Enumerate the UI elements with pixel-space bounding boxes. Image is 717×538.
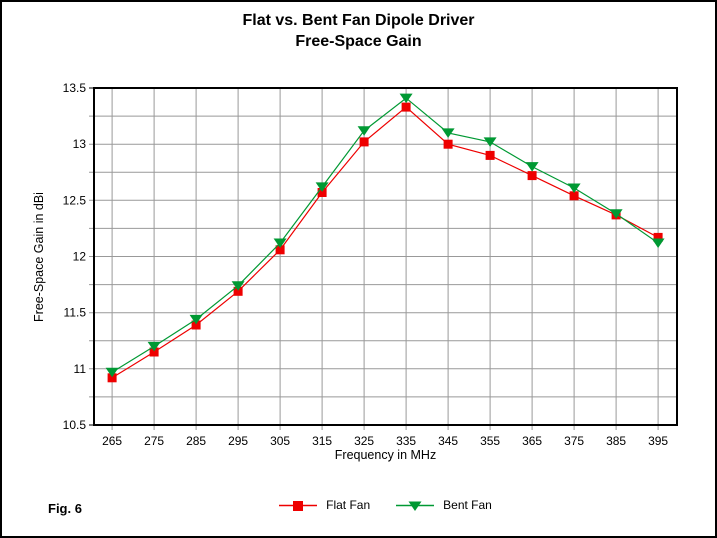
data-point-marker xyxy=(315,182,329,192)
x-tick-label: 315 xyxy=(312,434,332,448)
data-point-marker xyxy=(401,102,411,112)
x-tick-labels: 265 275 285 295 305 315 325 335 345 355 365 375 385 3… xyxy=(102,434,668,448)
legend-item-flat-fan: Flat Fan xyxy=(279,498,370,512)
legend: Flat Fan Bent Fan xyxy=(94,497,677,513)
data-point-marker xyxy=(191,320,201,330)
y-gridlines xyxy=(89,115,677,398)
flat-fan-marker-icon xyxy=(279,500,318,511)
x-tick-label: 345 xyxy=(438,434,458,448)
data-point-marker xyxy=(105,367,119,378)
data-point-marker xyxy=(359,137,369,147)
series-flat-fan xyxy=(107,102,663,383)
x-tick-label: 365 xyxy=(522,434,542,448)
x-tick-label: 395 xyxy=(648,434,668,448)
y-tick-label: 12.5 xyxy=(63,193,87,207)
y-tick-label: 13.5 xyxy=(63,81,87,95)
x-tick-label: 325 xyxy=(354,434,374,448)
data-point-marker xyxy=(609,209,623,219)
y-tick-labels: 10.5 11 11.5 12 12.5 13 13.5 xyxy=(63,81,87,432)
data-point-marker xyxy=(653,232,663,242)
data-point-marker xyxy=(569,191,579,201)
data-point-marker xyxy=(273,238,287,248)
plot-border xyxy=(93,87,678,426)
y-tick-label: 11.5 xyxy=(64,306,87,320)
x-gridlines xyxy=(111,88,659,430)
x-tick-label: 265 xyxy=(102,434,122,448)
legend-label-bent-fan: Bent Fan xyxy=(443,498,492,512)
data-point-marker xyxy=(443,139,453,149)
data-point-marker xyxy=(233,286,243,296)
data-point-marker xyxy=(189,314,203,325)
series-line xyxy=(111,106,659,379)
y-tick-label: 13 xyxy=(73,137,87,151)
data-point-marker xyxy=(567,183,581,193)
y-tick-label: 10.5 xyxy=(63,418,87,432)
data-point-marker xyxy=(483,137,497,147)
data-point-marker xyxy=(147,341,161,352)
data-point-marker xyxy=(485,150,495,160)
y-tick-label: 12 xyxy=(73,250,87,264)
x-tick-label: 355 xyxy=(480,434,500,448)
y-axis-title: Free-Space Gain in dBi xyxy=(32,192,46,322)
legend-triangle xyxy=(408,501,422,511)
legend-item-bent-fan: Bent Fan xyxy=(396,498,492,512)
data-point-marker xyxy=(317,188,327,197)
figure-caption: Fig. 6 xyxy=(48,501,82,516)
x-axis-title: Frequency in MHz xyxy=(334,448,437,462)
legend-square xyxy=(293,500,304,511)
data-point-marker xyxy=(275,245,285,255)
x-tick-label: 385 xyxy=(606,434,626,448)
data-point-marker xyxy=(441,128,455,138)
x-tick-label: 375 xyxy=(564,434,584,448)
data-point-marker xyxy=(357,126,371,136)
data-point-marker xyxy=(525,162,539,172)
data-point-marker xyxy=(527,171,537,181)
chart-title: Flat vs. Bent Fan Dipole Driver Free-Spa… xyxy=(2,10,715,52)
chart-title-line1: Flat vs. Bent Fan Dipole Driver xyxy=(242,12,475,29)
legend-label-flat-fan: Flat Fan xyxy=(326,498,371,512)
x-tick-label: 335 xyxy=(396,434,416,448)
x-tick-label: 305 xyxy=(270,434,290,448)
series-line xyxy=(111,97,659,373)
x-tick-label: 295 xyxy=(228,434,248,448)
data-point-marker xyxy=(231,281,245,291)
bent-fan-marker-icon xyxy=(396,501,435,511)
x-tick-label: 285 xyxy=(186,434,206,448)
x-tick-label: 275 xyxy=(144,434,164,448)
chart-title-line2: Free-Space Gain xyxy=(295,33,422,50)
data-point-marker xyxy=(399,93,413,104)
y-tick-label: 11 xyxy=(74,362,87,376)
series-bent-fan xyxy=(105,93,665,378)
data-point-marker xyxy=(651,238,665,248)
data-point-marker xyxy=(149,347,159,357)
data-point-marker xyxy=(107,373,117,383)
